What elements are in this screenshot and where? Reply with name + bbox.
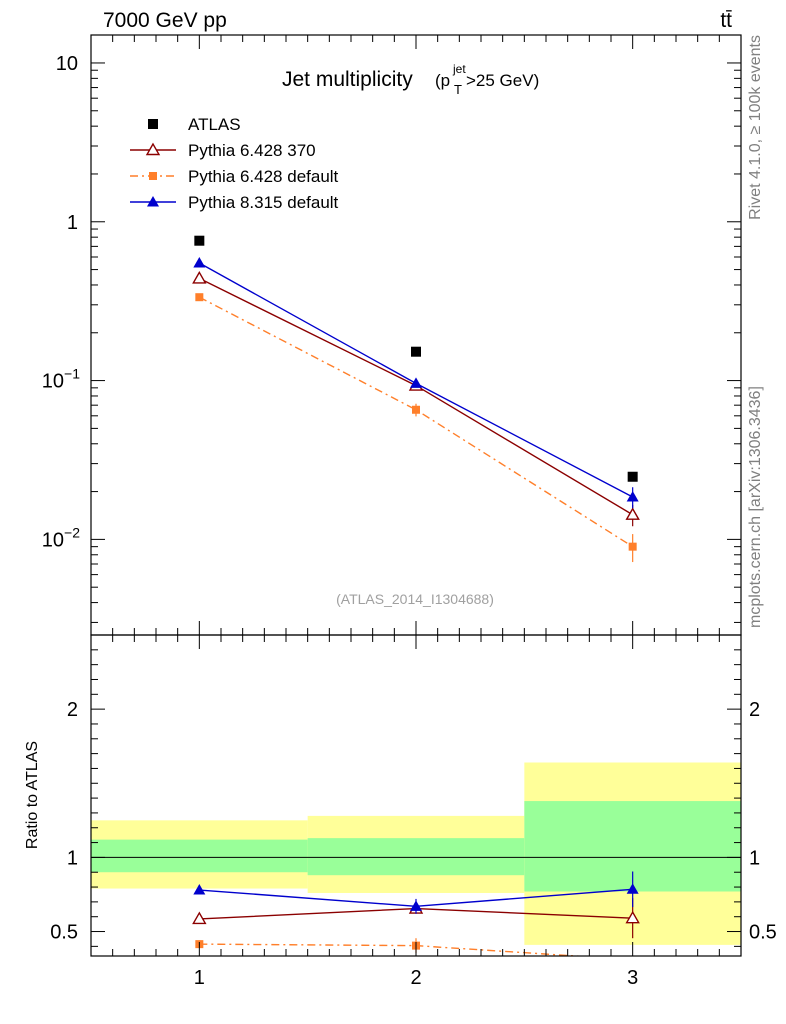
chart-title: Jet multiplicity xyxy=(282,68,413,91)
chart-title-sup: jet xyxy=(452,62,466,76)
rivet-label: Rivet 4.1.0, ≥ 100k events xyxy=(747,35,764,220)
xtick-label-1: 2 xyxy=(410,967,421,989)
legend-entry-2-label: Pythia 6.428 default xyxy=(188,167,339,186)
main-ytick-label-0: 10 xyxy=(56,53,78,75)
energy-label: 7000 GeV pp xyxy=(103,9,227,32)
ratio-bands xyxy=(91,762,741,945)
ratio-ytick-label-left-0: 0.5 xyxy=(50,922,78,944)
legend-entry-0-label: ATLAS xyxy=(188,115,241,134)
legend-entry-3-marker xyxy=(147,196,159,207)
xtick-label-0: 1 xyxy=(194,967,205,989)
chart-title-subscript: T xyxy=(454,82,462,97)
ratio-series-2-point-0 xyxy=(193,884,206,895)
legend-entry-0-marker xyxy=(148,119,158,129)
chart-title-sub: (p xyxy=(435,71,450,90)
ratio-ytick-label-left-1: 1 xyxy=(67,847,78,869)
ratio-ytick-label-left-2: 2 xyxy=(67,699,78,721)
ratio-series-0-point-0 xyxy=(192,911,207,925)
ratio-ytick-label-right-1: 1 xyxy=(749,847,760,869)
process-label: tt̄ xyxy=(720,9,732,32)
analysis-watermark: (ATLAS_2014_I1304688) xyxy=(336,591,494,607)
main-series-layer xyxy=(192,235,640,563)
chart-title-tail: >25 GeV) xyxy=(466,71,539,90)
main-ytick-label-3: 10−2 xyxy=(42,524,80,551)
main-series-1-line xyxy=(199,277,634,516)
main-ytick-label-2: 10−1 xyxy=(42,366,80,393)
ratio-series-2-point-1 xyxy=(410,900,422,911)
legend-entry-2-marker xyxy=(149,172,157,180)
main-series-1-point-2 xyxy=(625,507,640,520)
main-series-2-point-0 xyxy=(195,293,204,302)
main-series-0-point-2 xyxy=(627,471,638,482)
ratio-frame xyxy=(90,634,742,957)
ratio-ytick-label-right-2: 2 xyxy=(749,699,760,721)
legend-entry-1-marker xyxy=(145,142,161,156)
xtick-label-2: 3 xyxy=(627,967,638,989)
main-series-2-point-1 xyxy=(412,405,420,414)
main-series-2-line xyxy=(199,296,634,548)
main-series-0-point-1 xyxy=(411,346,421,357)
ratio-series-2-point-2 xyxy=(626,883,639,894)
main-series-3-point-1 xyxy=(410,377,422,388)
main-series-0-point-0 xyxy=(194,235,205,246)
legend: ATLAS Pythia 6.428 370 Pythia 6.428 defaul… xyxy=(130,115,339,212)
main-series-3-point-2 xyxy=(626,490,639,502)
ratio-band-green-0 xyxy=(91,839,308,873)
axes-layer: 10 1 10−1 10−2 0.5 0.5 1 1 2 2 1 2 3 xyxy=(42,35,777,989)
ratio-ylabel: Ratio to ATLAS xyxy=(24,741,41,849)
source-label: mcplots.cern.ch [arXiv:1306.3436] xyxy=(747,386,764,628)
ratio-series-0-point-2 xyxy=(625,910,640,924)
main-series-2-point-2 xyxy=(628,542,637,551)
main-series-1-point-0 xyxy=(192,270,207,284)
legend-entry-3-label: Pythia 8.315 default xyxy=(188,193,339,212)
ratio-band-green-1 xyxy=(307,838,525,876)
main-series-3-point-0 xyxy=(193,257,206,268)
ratio-ytick-label-right-0: 0.5 xyxy=(749,922,777,944)
main-ytick-label-1: 1 xyxy=(67,212,78,234)
legend-entry-1-label: Pythia 6.428 370 xyxy=(188,141,316,160)
